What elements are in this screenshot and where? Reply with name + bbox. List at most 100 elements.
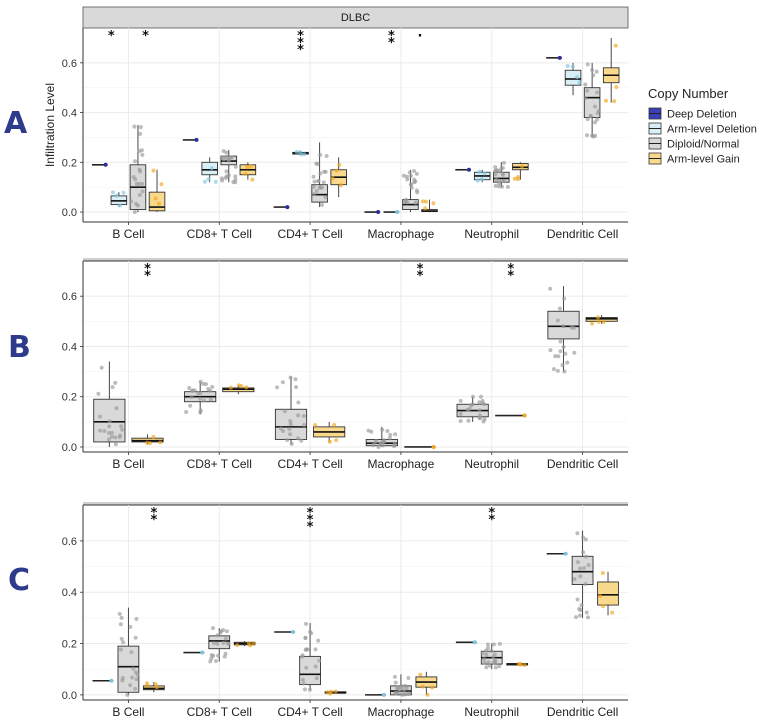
data-point bbox=[288, 432, 293, 437]
data-point bbox=[202, 179, 207, 184]
data-point bbox=[590, 321, 595, 326]
data-point bbox=[314, 189, 319, 194]
data-point bbox=[308, 630, 313, 635]
data-point bbox=[563, 551, 568, 556]
data-point bbox=[387, 436, 392, 441]
data-point bbox=[300, 654, 305, 659]
data-point bbox=[98, 428, 103, 433]
data-point bbox=[570, 64, 575, 69]
data-point bbox=[117, 611, 122, 616]
data-point bbox=[558, 349, 563, 354]
data-point bbox=[194, 137, 199, 142]
box-arm-level-deletion bbox=[383, 210, 400, 215]
data-point bbox=[613, 43, 618, 48]
data-point bbox=[413, 200, 418, 205]
data-point bbox=[215, 641, 220, 646]
data-point bbox=[315, 161, 320, 166]
data-point bbox=[294, 149, 299, 154]
data-point bbox=[482, 660, 487, 665]
data-point bbox=[114, 193, 119, 198]
data-point bbox=[311, 174, 316, 179]
data-point bbox=[246, 641, 251, 646]
box-diploid-normal bbox=[129, 124, 147, 215]
data-point bbox=[280, 380, 285, 385]
data-point bbox=[604, 98, 609, 103]
data-point bbox=[117, 203, 122, 208]
data-point bbox=[325, 690, 330, 695]
data-point bbox=[151, 168, 156, 173]
x-tick-label: CD8+ T Cell bbox=[187, 705, 252, 719]
box-arm-level-gain bbox=[142, 681, 165, 693]
data-point bbox=[137, 167, 142, 172]
box-arm-level-deletion bbox=[110, 190, 128, 208]
data-point bbox=[394, 691, 399, 696]
box-deep-deletion bbox=[455, 167, 471, 172]
panel-a: DLBC 0.0 0.2 0.4 0.6 B Cell CD8+ T Cell CD4+ T … bbox=[43, 6, 629, 241]
data-point bbox=[400, 692, 405, 697]
data-point bbox=[296, 400, 301, 405]
data-point bbox=[584, 133, 589, 138]
data-point bbox=[592, 104, 597, 109]
data-point bbox=[114, 406, 119, 411]
y-tick-label: 0.6 bbox=[62, 58, 77, 70]
data-point bbox=[502, 179, 507, 184]
significance-star: * bbox=[388, 29, 395, 44]
data-point bbox=[581, 535, 586, 540]
significance-star: * bbox=[488, 513, 495, 528]
data-point bbox=[151, 434, 156, 439]
data-point bbox=[121, 190, 126, 195]
data-point bbox=[133, 686, 138, 691]
data-point bbox=[211, 653, 216, 658]
data-point bbox=[590, 133, 595, 138]
data-point bbox=[318, 171, 323, 176]
data-point bbox=[228, 385, 233, 390]
data-point bbox=[113, 380, 118, 385]
data-point bbox=[334, 438, 339, 443]
significance-star: * bbox=[307, 513, 314, 528]
data-point bbox=[129, 650, 134, 655]
data-point bbox=[583, 82, 588, 87]
box-diploid-normal bbox=[274, 375, 308, 446]
data-point bbox=[296, 413, 301, 418]
data-point bbox=[107, 430, 112, 435]
data-point bbox=[489, 649, 494, 654]
data-point bbox=[132, 210, 137, 215]
data-point bbox=[585, 62, 590, 67]
box-deep-deletion bbox=[91, 162, 108, 167]
data-point bbox=[303, 636, 308, 641]
x-tick-label: CD8+ T Cell bbox=[187, 457, 252, 471]
data-point bbox=[571, 325, 576, 330]
data-point bbox=[322, 169, 327, 174]
panel-top-rule bbox=[83, 258, 628, 261]
x-tick-label: CD4+ T Cell bbox=[277, 705, 342, 719]
data-point bbox=[376, 444, 381, 449]
significance-star: · bbox=[418, 29, 423, 44]
box-arm-level-gain bbox=[233, 640, 256, 648]
data-point bbox=[601, 319, 606, 324]
data-point bbox=[220, 155, 225, 160]
data-point bbox=[296, 436, 301, 441]
data-point bbox=[198, 379, 203, 384]
data-point bbox=[491, 654, 496, 659]
panel-letter-b: B bbox=[8, 330, 31, 365]
chart-panels: DLBC 0.0 0.2 0.4 0.6 B Cell CD8+ T Cell CD4+ T … bbox=[43, 6, 629, 719]
data-point bbox=[431, 201, 436, 206]
data-point bbox=[223, 175, 228, 180]
data-point bbox=[235, 643, 240, 648]
box-arm-level-gain bbox=[585, 315, 618, 326]
data-point bbox=[575, 560, 580, 565]
box-diploid-normal bbox=[401, 168, 420, 213]
data-point bbox=[406, 676, 411, 681]
data-point bbox=[573, 615, 578, 620]
data-point bbox=[493, 659, 498, 664]
data-point bbox=[486, 660, 491, 665]
data-point bbox=[189, 394, 194, 399]
data-point bbox=[595, 117, 600, 122]
data-point bbox=[596, 319, 601, 324]
data-point bbox=[224, 629, 229, 634]
data-point bbox=[228, 155, 233, 160]
box-arm-level-deletion bbox=[183, 650, 205, 655]
data-point bbox=[380, 427, 385, 432]
box-arm-level-deletion bbox=[564, 62, 582, 96]
data-point bbox=[479, 176, 484, 181]
